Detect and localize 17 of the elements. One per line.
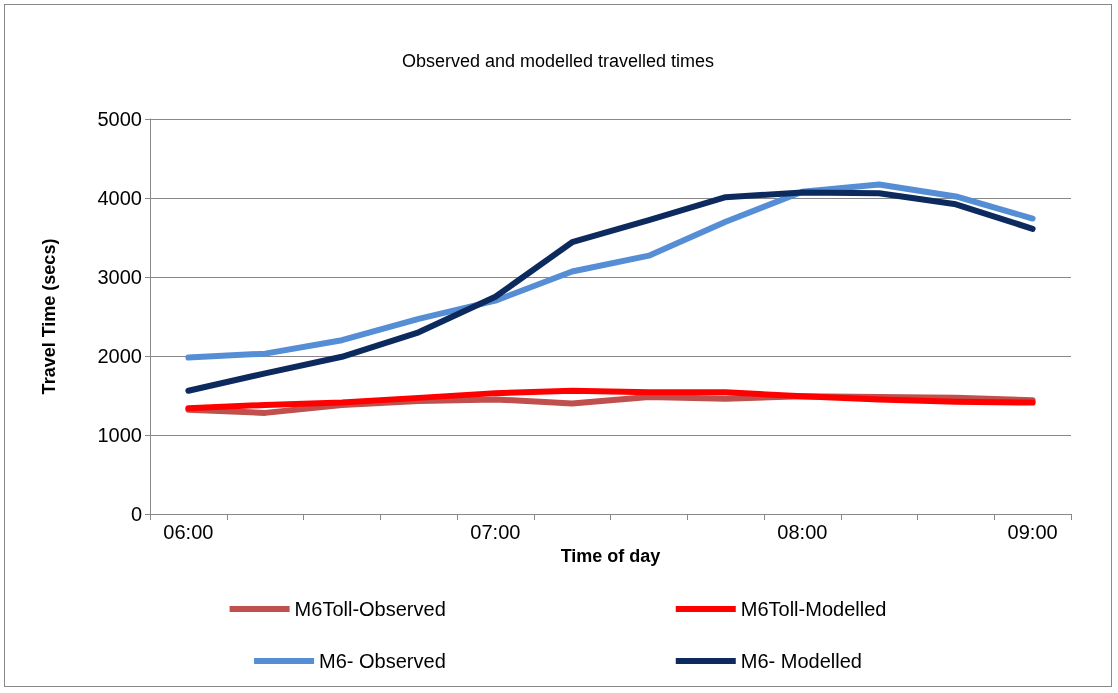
x-axis-title: Time of day <box>560 545 661 566</box>
x-tick-label: 08:00 <box>777 521 828 543</box>
x-tick-label: 06:00 <box>163 521 214 543</box>
legend-label: M6Toll-Observed <box>294 598 446 620</box>
y-tick-label: 1000 <box>97 424 142 446</box>
legend-label: M6Toll-Modelled <box>740 598 887 620</box>
legend-label: M6- Modelled <box>740 650 862 672</box>
x-tick-label: 07:00 <box>470 521 521 543</box>
y-tick-label: 2000 <box>97 345 142 367</box>
x-tick-label: 09:00 <box>1007 521 1058 543</box>
legend-label: M6- Observed <box>319 650 446 672</box>
y-axis-title: Travel Time (secs) <box>39 238 59 395</box>
y-tick-label: 0 <box>130 503 142 525</box>
y-tick-label: 4000 <box>97 187 142 209</box>
y-tick-label: 3000 <box>97 266 142 288</box>
chart-title: Observed and modelled travelled times <box>401 51 715 71</box>
y-tick-label: 5000 <box>97 108 142 130</box>
